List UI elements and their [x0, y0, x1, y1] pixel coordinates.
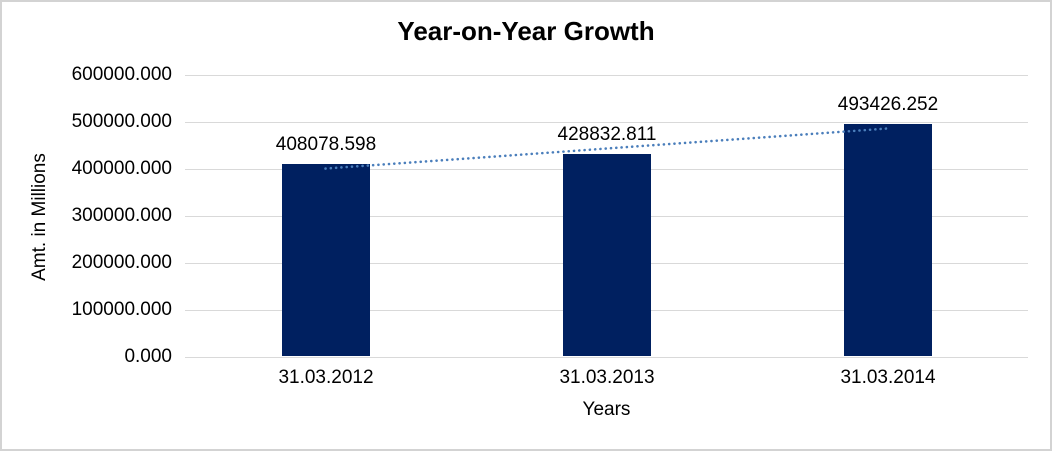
gridline: [185, 357, 1028, 358]
bar-value-label: 428832.811: [557, 124, 657, 145]
trendline-dotted: [324, 127, 889, 170]
y-tick-label: 0.000: [124, 346, 172, 367]
y-tick-label: 600000.000: [71, 64, 172, 85]
x-tick-label: 31.03.2013: [559, 367, 655, 388]
y-tick-label: 200000.000: [71, 252, 172, 273]
x-tick-label: 31.03.2012: [278, 367, 374, 388]
y-tick-label: 300000.000: [71, 205, 172, 226]
gridline: [185, 122, 1028, 123]
plot-area: 408078.598 428832.811 493426.252: [185, 75, 1028, 358]
chart-title: Year-on-Year Growth: [397, 16, 655, 46]
x-tick-label: 31.03.2014: [840, 367, 936, 388]
bar-31.03.2013: [563, 154, 651, 356]
y-tick-label: 100000.000: [71, 299, 172, 320]
bar-value-label: 493426.252: [837, 94, 939, 115]
bar-31.03.2014: [844, 124, 932, 356]
y-tick-label: 500000.000: [71, 111, 172, 132]
bar-value-label: 408078.598: [275, 134, 377, 155]
x-axis-title: Years: [582, 399, 631, 420]
bar-31.03.2012: [282, 164, 370, 356]
y-tick-label: 400000.000: [71, 158, 172, 179]
gridline: [185, 75, 1028, 76]
